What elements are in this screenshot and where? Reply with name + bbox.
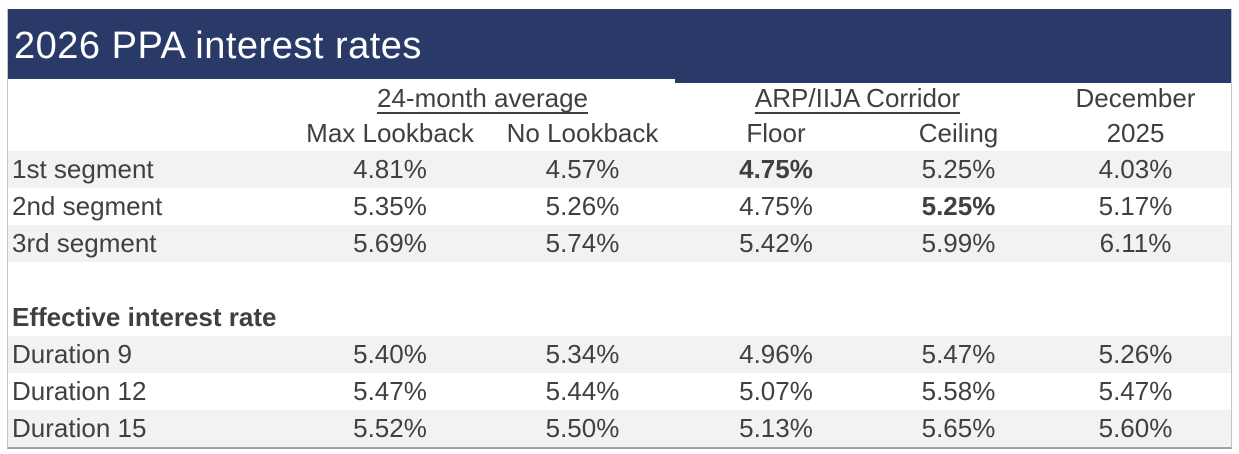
table-row: 1st segment 4.81% 4.57% 4.75% 5.25% 4.03…	[8, 151, 1231, 188]
title-cell-bottom-border	[8, 79, 675, 83]
value-no-lookback: 4.57%	[545, 154, 620, 184]
row-label: 3rd segment	[12, 228, 157, 258]
value-floor	[675, 262, 877, 299]
value-no-lookback: 5.44%	[545, 376, 620, 406]
value-december-2025: 5.60%	[1098, 413, 1173, 443]
value-floor: 5.13%	[739, 413, 813, 443]
column-group-header-row: 24-month average ARP/IIJA Corridor Decem…	[8, 83, 1231, 116]
value-ceiling	[877, 299, 1040, 336]
group-header-24-month-average-label: 24-month average	[376, 83, 589, 113]
value-december-2025: 5.47%	[1098, 376, 1173, 406]
group-header-arp-iija-corridor-label: ARP/IIJA Corridor	[754, 83, 961, 113]
value-floor: 4.75%	[739, 154, 813, 184]
value-no-lookback: 5.50%	[545, 413, 620, 443]
row-label: Effective interest rate	[12, 302, 277, 332]
group-header-24-month-average: 24-month average	[290, 83, 675, 116]
value-max-lookback: 5.40%	[353, 339, 427, 369]
row-label	[8, 262, 290, 299]
value-december-2025: 4.03%	[1098, 154, 1173, 184]
column-header-row: Max Lookback No Lookback Floor Ceiling 2…	[8, 116, 1231, 151]
column-header-spacer	[8, 116, 290, 151]
table-title-bar: 2026 PPA interest rates	[8, 9, 1231, 83]
group-header-december: December	[1040, 83, 1231, 116]
value-ceiling	[877, 262, 1040, 299]
value-ceiling: 5.58%	[921, 376, 996, 406]
value-no-lookback: 5.74%	[545, 228, 620, 258]
group-header-spacer	[8, 83, 290, 116]
table-body: 1st segment 4.81% 4.57% 4.75% 5.25% 4.03…	[8, 151, 1231, 447]
row-label: Duration 9	[12, 339, 132, 369]
table-title: 2026 PPA interest rates	[14, 24, 422, 67]
table-row: Effective interest rate	[8, 299, 1231, 336]
value-no-lookback: 5.26%	[545, 191, 620, 221]
value-max-lookback: 5.52%	[353, 413, 427, 443]
value-max-lookback	[290, 299, 490, 336]
value-december-2025: 6.11%	[1099, 228, 1172, 258]
value-max-lookback: 5.47%	[353, 376, 427, 406]
table-row: 2nd segment 5.35% 5.26% 4.75% 5.25% 5.17…	[8, 188, 1231, 225]
column-header-max-lookback: Max Lookback	[306, 118, 474, 148]
value-floor: 5.42%	[739, 228, 813, 258]
value-ceiling: 5.47%	[921, 339, 996, 369]
value-no-lookback: 5.34%	[545, 339, 620, 369]
value-floor	[675, 299, 877, 336]
table-row	[8, 262, 1231, 299]
table-row: Duration 12 5.47% 5.44% 5.07% 5.58% 5.47…	[8, 373, 1231, 410]
row-label: Duration 15	[12, 413, 147, 443]
value-max-lookback: 4.81%	[353, 154, 427, 184]
value-floor: 4.75%	[739, 191, 813, 221]
value-december-2025	[1040, 299, 1231, 336]
row-label: 2nd segment	[12, 191, 163, 221]
value-ceiling: 5.25%	[921, 154, 996, 184]
table-row: 3rd segment 5.69% 5.74% 5.42% 5.99% 6.11…	[8, 225, 1231, 262]
value-ceiling: 5.99%	[921, 228, 996, 258]
column-header-ceiling: Ceiling	[918, 118, 999, 148]
value-floor: 5.07%	[739, 376, 813, 406]
value-no-lookback	[490, 299, 675, 336]
value-ceiling: 5.65%	[921, 413, 996, 443]
value-no-lookback	[490, 262, 675, 299]
value-december-2025: 5.26%	[1098, 339, 1173, 369]
group-header-december-label: December	[1075, 83, 1196, 113]
table-row: Duration 9 5.40% 5.34% 4.96% 5.47% 5.26%	[8, 336, 1231, 373]
column-header-no-lookback: No Lookback	[506, 118, 659, 148]
value-december-2025: 5.17%	[1098, 191, 1173, 221]
value-max-lookback	[290, 262, 490, 299]
value-max-lookback: 5.69%	[353, 228, 427, 258]
column-header-2025: 2025	[1106, 118, 1165, 148]
value-max-lookback: 5.35%	[353, 191, 427, 221]
ppa-interest-rates-table: 2026 PPA interest rates 24-month average…	[7, 9, 1232, 449]
table-row: Duration 15 5.52% 5.50% 5.13% 5.65% 5.60…	[8, 410, 1231, 447]
value-ceiling: 5.25%	[921, 191, 996, 221]
group-header-arp-iija-corridor: ARP/IIJA Corridor	[675, 83, 1040, 116]
value-floor: 4.96%	[739, 339, 813, 369]
row-label: Duration 12	[12, 376, 147, 406]
column-header-floor: Floor	[746, 118, 806, 148]
value-december-2025	[1040, 262, 1231, 299]
row-label: 1st segment	[12, 154, 154, 184]
